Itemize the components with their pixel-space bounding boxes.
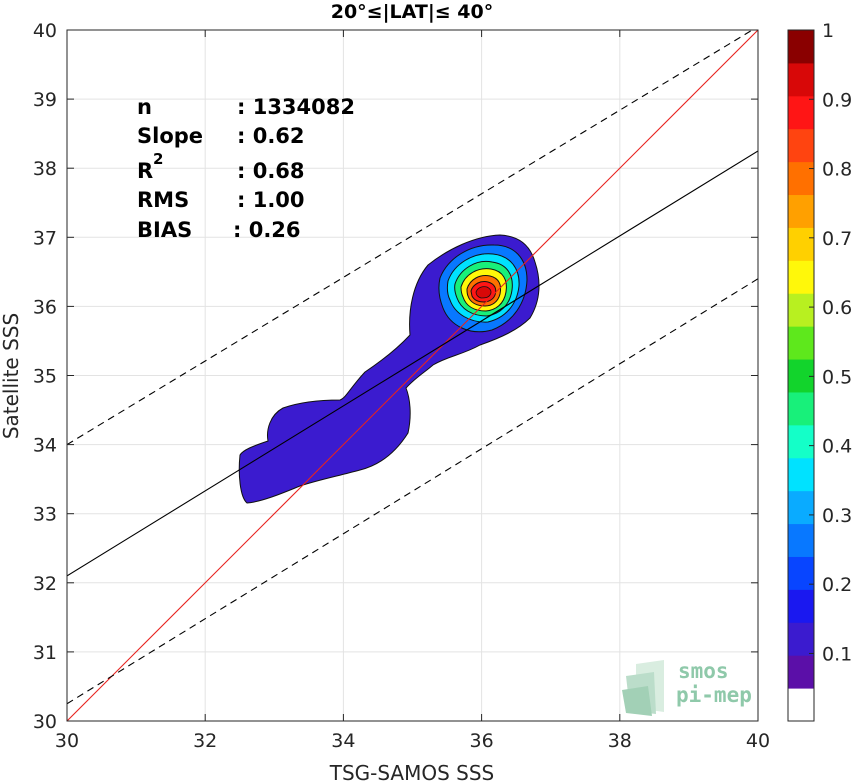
x-tick-label-1: 32 <box>193 730 217 752</box>
stat-n-value: : 1334082 <box>237 95 355 119</box>
y-tick-label-7: 37 <box>33 227 57 249</box>
colorbar-segment-7 <box>788 457 814 492</box>
colorbar-segment-0 <box>788 688 814 722</box>
y-tick-label-8: 38 <box>33 158 57 180</box>
stat-bias-label: BIAS <box>137 218 192 242</box>
colorbar-segment-16 <box>788 161 814 196</box>
colorbar-tick-label-7: 0.8 <box>822 159 852 181</box>
smos-pimep-logo: smos pi-mep <box>622 659 752 716</box>
colorbar-tick-label-1: 0.2 <box>822 574 852 596</box>
colorbar-tick-label-3: 0.4 <box>822 436 852 458</box>
colorbar-segment-13 <box>788 260 814 294</box>
stat-rms-value: : 1.00 <box>237 188 305 212</box>
colorbar-segment-9 <box>788 391 814 426</box>
colorbar-ticks: 0.1 0.2 0.3 0.4 0.5 0.6 0.7 0.8 0.9 1 <box>809 20 852 665</box>
reference-lines <box>67 30 758 721</box>
logo-waves-icon <box>622 660 664 716</box>
colorbar-segment-14 <box>788 227 814 261</box>
stat-bias-value: : 0.26 <box>233 218 301 242</box>
stat-slope-label: Slope <box>137 124 203 148</box>
chart-title: 20°≤|LAT|≤ 40° <box>331 1 494 23</box>
colorbar-segment-8 <box>788 424 814 459</box>
colorbar-frame <box>787 29 815 722</box>
colorbar-tick-label-2: 0.3 <box>822 505 852 527</box>
logo-text-pimep: pi-mep <box>676 683 752 707</box>
colorbar-tick-label-6: 0.7 <box>822 228 852 250</box>
colorbar-segment-1 <box>788 655 814 689</box>
upper-bound-line <box>67 30 754 446</box>
x-axis-label: TSG-SAMOS SSS <box>329 761 495 784</box>
colorbar-tick-label-9: 1 <box>822 20 834 42</box>
y-tick-label-9: 39 <box>33 89 57 111</box>
density-contours <box>238 234 540 504</box>
colorbar-tick-label-4: 0.5 <box>822 366 852 388</box>
colorbar-segment-2 <box>788 622 814 656</box>
y-axis-label: Satellite SSS <box>0 313 23 439</box>
y-tick-label-3: 33 <box>33 504 57 526</box>
logo-text-smos: smos <box>678 659 729 683</box>
colorbar-segment-12 <box>788 293 814 327</box>
colorbar-segment-3 <box>788 589 814 623</box>
colorbar-segment-10 <box>788 359 814 393</box>
x-tick-label-0: 30 <box>55 730 79 752</box>
colorbar-segment-15 <box>788 194 814 228</box>
stat-slope-value: : 0.62 <box>237 124 305 148</box>
y-tick-label-1: 31 <box>33 642 57 664</box>
colorbar-segment-4 <box>788 556 814 590</box>
grid <box>66 29 759 722</box>
colorbar-segment-18 <box>788 95 814 130</box>
stat-r2-superscript: 2 <box>153 150 163 168</box>
colorbar-segment-6 <box>788 490 814 525</box>
identity-line <box>67 30 758 721</box>
y-tick-label-6: 36 <box>33 296 57 318</box>
x-tick-label-2: 34 <box>331 730 355 752</box>
y-tick-label-10: 40 <box>33 20 57 42</box>
stat-rms-label: RMS <box>137 188 189 212</box>
stat-n-label: n <box>137 95 152 119</box>
colorbar-tick-label-5: 0.6 <box>822 297 852 319</box>
y-tick-label-0: 30 <box>33 711 57 733</box>
x-tick-label-4: 38 <box>608 730 632 752</box>
colorbar <box>788 30 814 722</box>
stat-r2-label: R <box>137 159 153 183</box>
x-tick-label-5: 40 <box>746 730 770 752</box>
y-axis-ticks: 30 31 32 33 34 35 36 37 38 39 40 <box>33 20 758 733</box>
colorbar-segment-19 <box>788 62 814 97</box>
colorbar-tick-label-8: 0.9 <box>822 89 852 111</box>
lower-bound-line <box>67 278 758 705</box>
x-tick-label-3: 36 <box>470 730 494 752</box>
colorbar-segment-20 <box>788 30 814 64</box>
colorbar-segment-5 <box>788 523 814 557</box>
density-contour-peak <box>475 286 492 299</box>
regression-line <box>67 150 758 577</box>
colorbar-segment-11 <box>788 326 814 360</box>
x-axis-ticks: 30 32 34 36 38 40 <box>55 30 770 752</box>
stats-block: n : 1334082 Slope : 0.62 R 2 : 0.68 RMS … <box>137 95 355 242</box>
colorbar-segment-17 <box>788 128 814 163</box>
y-tick-label-4: 34 <box>33 435 57 457</box>
colorbar-tick-label-0: 0.1 <box>822 643 852 665</box>
stat-r2-value: : 0.68 <box>237 159 305 183</box>
y-tick-label-5: 35 <box>33 366 57 388</box>
y-tick-label-2: 32 <box>33 573 57 595</box>
